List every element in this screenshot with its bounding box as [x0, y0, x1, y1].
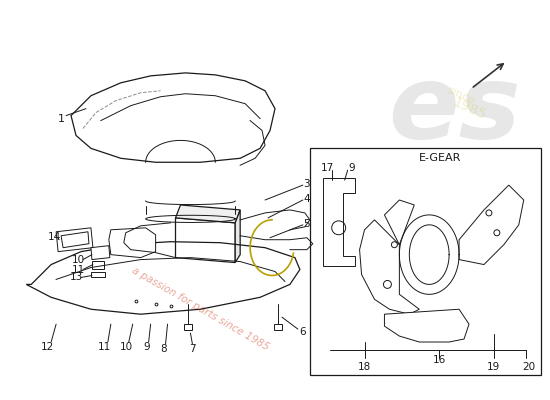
Text: 8: 8 — [160, 344, 167, 354]
Polygon shape — [384, 200, 414, 245]
Text: 9: 9 — [348, 163, 355, 173]
Text: 3: 3 — [304, 179, 310, 189]
Text: E-GEAR: E-GEAR — [419, 153, 461, 163]
Text: a passion for parts since 1985: a passion for parts since 1985 — [130, 266, 271, 353]
Text: 5: 5 — [304, 219, 310, 229]
Polygon shape — [91, 246, 110, 260]
Polygon shape — [56, 228, 93, 252]
Text: 13: 13 — [69, 272, 82, 282]
Text: 1: 1 — [58, 114, 64, 124]
Text: 12: 12 — [41, 342, 54, 352]
Text: 7: 7 — [189, 344, 196, 354]
Text: 6: 6 — [300, 327, 306, 337]
Bar — [310, 148, 541, 375]
Text: 1985: 1985 — [450, 95, 488, 122]
Bar — [91, 272, 105, 278]
Polygon shape — [323, 178, 355, 266]
Text: 11: 11 — [98, 342, 112, 352]
Text: 4: 4 — [304, 194, 310, 204]
Polygon shape — [360, 220, 419, 314]
Polygon shape — [384, 309, 469, 342]
Text: since: since — [446, 85, 476, 106]
Bar — [274, 324, 282, 330]
Text: 10: 10 — [72, 254, 85, 264]
Polygon shape — [109, 228, 156, 258]
Text: 20: 20 — [522, 362, 535, 372]
Bar — [92, 260, 104, 268]
Text: 11: 11 — [72, 264, 85, 274]
Polygon shape — [175, 218, 235, 262]
Text: 17: 17 — [321, 163, 334, 173]
Text: 9: 9 — [144, 342, 150, 352]
Text: 14: 14 — [47, 232, 60, 242]
Text: 16: 16 — [432, 355, 446, 365]
Text: 18: 18 — [358, 362, 371, 372]
Bar — [184, 324, 192, 330]
Text: es: es — [388, 60, 520, 161]
Polygon shape — [235, 210, 240, 262]
Text: 10: 10 — [120, 342, 133, 352]
Text: 19: 19 — [487, 362, 500, 372]
Polygon shape — [459, 185, 524, 264]
Polygon shape — [175, 205, 240, 223]
